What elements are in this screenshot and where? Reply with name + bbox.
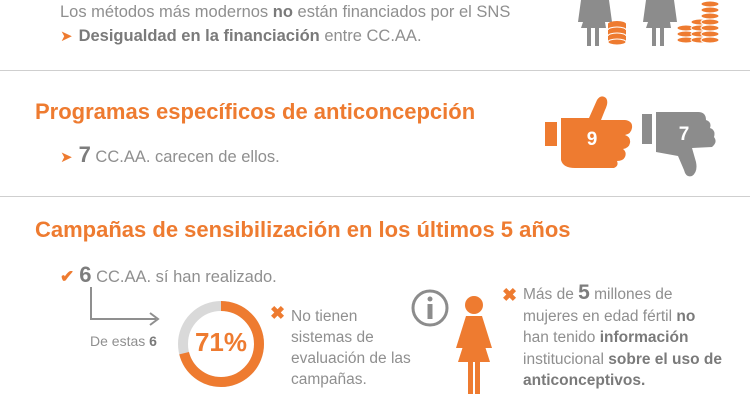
coin-stack-icon — [607, 21, 627, 46]
percent-ring-arc — [178, 301, 264, 387]
thumbs-up-icon: 9 — [545, 96, 633, 168]
bracket-arrow — [90, 287, 160, 326]
no-tienen-text: No tienen sistemas de evaluación de las … — [291, 308, 411, 388]
de-estas-label: De estas 6 — [90, 333, 157, 349]
section-divider — [0, 196, 750, 197]
thumbs-down-value: 7 — [679, 124, 690, 145]
check-icon: ✔ — [60, 267, 75, 286]
programs-title: Programas específicos de anticoncepción — [35, 99, 476, 124]
x-icon: ✖ — [270, 303, 286, 323]
woman-icon — [456, 296, 492, 394]
x-icon: ✖ — [502, 285, 518, 305]
arrow-icon: ➤ — [60, 149, 73, 166]
funding-line-1: Los métodos más modernos no están financ… — [60, 3, 511, 21]
arrow-icon: ➤ — [60, 28, 73, 45]
info-icon — [411, 289, 449, 327]
section-divider — [0, 70, 750, 71]
thumbs-down-icon: 7 — [642, 112, 716, 177]
women-stat-text: Más de 5 millones de mujeres en edad fér… — [523, 281, 722, 389]
programs-text: ➤ 7 CC.AA. carecen de ellos. — [60, 142, 280, 167]
thumbs-up-value: 9 — [587, 129, 598, 150]
woman-icon — [578, 0, 612, 46]
campaigns-title: Campañas de sensibilización en los últim… — [35, 217, 571, 242]
funding-line-2: ➤ Desigualdad en la financiación entre CC… — [60, 27, 422, 45]
percent-ring — [178, 301, 264, 387]
woman-icon — [643, 0, 677, 46]
campaigns-check-line: ✔ 6 CC.AA. sí han realizado. — [60, 262, 277, 287]
percent-label: 71% — [194, 327, 248, 357]
coin-stack-icon — [676, 0, 720, 44]
